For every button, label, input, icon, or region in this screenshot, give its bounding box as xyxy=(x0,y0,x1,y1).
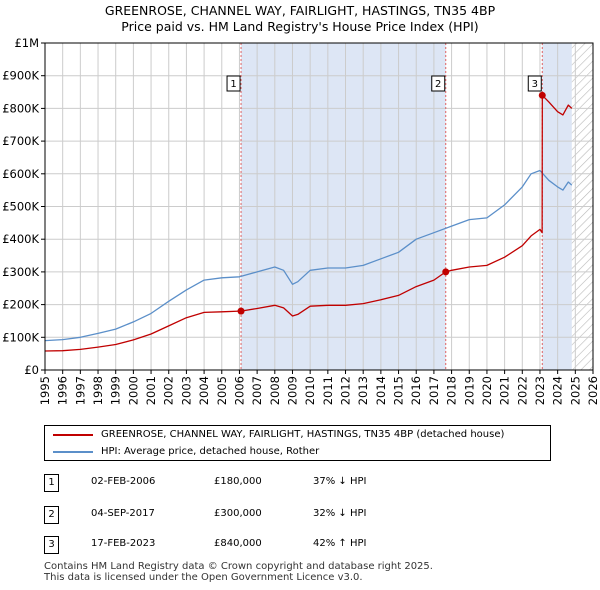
legend-property-label: GREENROSE, CHANNEL WAY, FAIRLIGHT, HASTI… xyxy=(101,429,505,440)
footer-line2: This data is licensed under the Open Gov… xyxy=(44,572,363,583)
sales-table-row: 1 02-FEB-2006 £180,000 37% ↓ HPI xyxy=(0,473,600,493)
y-tick-label: £200K xyxy=(2,298,39,312)
legend-item-property: GREENROSE, CHANNEL WAY, FAIRLIGHT, HASTI… xyxy=(45,427,550,443)
legend-item-hpi: HPI: Average price, detached house, Roth… xyxy=(45,444,550,460)
y-tick-label: £700K xyxy=(2,134,39,148)
y-tick-label: £0 xyxy=(24,363,39,377)
x-tick-label: 2026 xyxy=(586,376,600,405)
sale-label-box xyxy=(527,75,542,92)
legend-hpi-label: HPI: Average price, detached house, Roth… xyxy=(101,446,320,457)
y-tick-label: £100K xyxy=(2,330,39,344)
x-tick-label: 2011 xyxy=(321,376,335,405)
x-tick-label: 2010 xyxy=(303,376,317,405)
footer-attribution: Contains HM Land Registry data © Crown c… xyxy=(44,561,433,583)
x-tick-label: 2009 xyxy=(285,376,299,405)
hpi-series-line xyxy=(44,169,573,342)
x-tick-label: 2001 xyxy=(144,376,158,405)
x-tick-label: 2016 xyxy=(409,376,423,405)
sale-number-badge: 1 xyxy=(44,474,59,492)
x-tick-label: 2008 xyxy=(268,376,282,405)
x-tick-label: 2006 xyxy=(232,376,246,405)
legend-property-swatch xyxy=(53,434,93,436)
y-tick-label: £600K xyxy=(2,167,39,181)
sale-number-badge: 3 xyxy=(44,536,59,554)
x-tick-label: 1996 xyxy=(56,376,70,405)
sale-label-text: 2 xyxy=(435,79,441,90)
sale-hpi-delta: 37% ↓ HPI xyxy=(313,476,367,487)
price-chart: 1 2 3 £0 £100K £200K £300K £400K £500K £600K £700K… xyxy=(2,36,600,405)
legend-hpi-swatch xyxy=(53,451,93,453)
sale-hpi-delta: 42% ↑ HPI xyxy=(313,538,367,549)
y-tick-label: £800K xyxy=(2,101,39,115)
chart-title-line1: GREENROSE, CHANNEL WAY, FAIRLIGHT, HASTI… xyxy=(104,3,496,18)
sales-table-row: 2 04-SEP-2017 £300,000 32% ↓ HPI xyxy=(0,505,600,525)
x-tick-label: 2021 xyxy=(498,376,512,405)
sales-table-row: 3 17-FEB-2023 £840,000 42% ↑ HPI xyxy=(0,535,600,555)
x-tick-label: 2000 xyxy=(126,376,140,405)
sale-date: 02-FEB-2006 xyxy=(91,476,156,487)
sale-label-text: 3 xyxy=(532,79,538,90)
x-tick-label: 1997 xyxy=(73,376,87,405)
x-tick-label: 2018 xyxy=(445,376,459,405)
x-tick-label: 2024 xyxy=(551,376,565,405)
sale-point xyxy=(442,268,450,276)
x-tick-label: 2003 xyxy=(179,376,193,405)
sale-label-text: 1 xyxy=(230,79,236,90)
sale-point xyxy=(538,91,546,99)
y-tick-label: £900K xyxy=(2,69,39,83)
x-tick-label: 2019 xyxy=(462,376,476,405)
x-tick-label: 2002 xyxy=(162,376,176,405)
x-tick-label: 2013 xyxy=(356,376,370,405)
x-tick-label: 2025 xyxy=(568,376,582,405)
x-tick-label: 2017 xyxy=(427,376,441,405)
sale-price: £840,000 xyxy=(214,538,262,549)
sale-price: £300,000 xyxy=(214,508,262,519)
sale-date: 04-SEP-2017 xyxy=(91,508,155,519)
x-tick-label: 2012 xyxy=(339,376,353,405)
x-tick-label: 2005 xyxy=(215,376,229,405)
chart-title: GREENROSE, CHANNEL WAY, FAIRLIGHT, HASTI… xyxy=(0,3,600,35)
x-tick-label: 1995 xyxy=(38,376,52,405)
x-tick-label: 2023 xyxy=(533,376,547,405)
y-tick-label: £400K xyxy=(2,232,39,246)
x-tick-label: 2020 xyxy=(480,376,494,405)
sale-price: £180,000 xyxy=(214,476,262,487)
x-tick-label: 2004 xyxy=(197,376,211,405)
x-tick-label: 1999 xyxy=(109,376,123,405)
sale-label-box xyxy=(431,75,446,92)
x-tick-label: 2022 xyxy=(515,376,529,405)
property-series-line xyxy=(44,94,573,352)
chart-title-line2: Price paid vs. HM Land Registry's House … xyxy=(121,19,479,34)
x-tick-label: 2015 xyxy=(392,376,406,405)
footer-line1: Contains HM Land Registry data © Crown c… xyxy=(44,561,433,572)
sale-point xyxy=(237,307,245,315)
x-tick-label: 1998 xyxy=(91,376,105,405)
sale-number-badge: 2 xyxy=(44,506,59,524)
x-tick-label: 2014 xyxy=(374,376,388,405)
y-tick-label: £300K xyxy=(2,265,39,279)
y-tick-label: £500K xyxy=(2,200,39,214)
sale-label-box xyxy=(226,75,241,92)
sale-hpi-delta: 32% ↓ HPI xyxy=(313,508,367,519)
sale-date: 17-FEB-2023 xyxy=(91,538,156,549)
chart-legend: GREENROSE, CHANNEL WAY, FAIRLIGHT, HASTI… xyxy=(44,425,551,461)
x-tick-label: 2007 xyxy=(250,376,264,405)
y-tick-label: £1M xyxy=(14,36,39,50)
